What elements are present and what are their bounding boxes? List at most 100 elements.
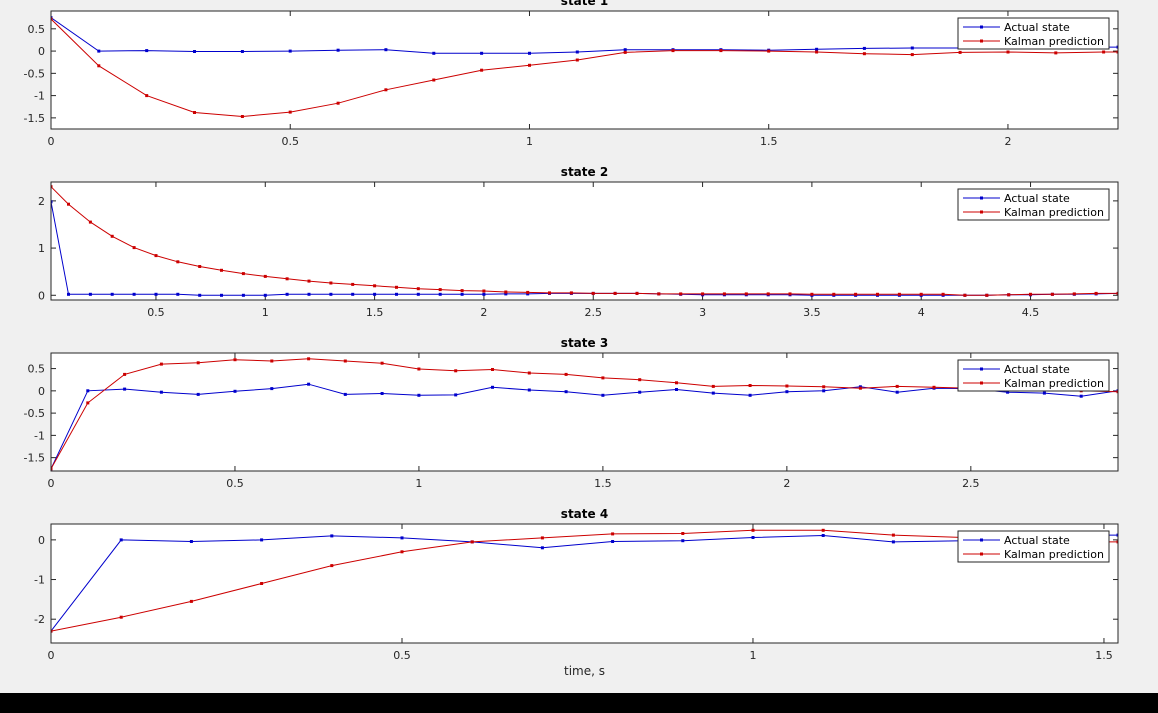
subplot-title: state 4 xyxy=(561,507,608,521)
data-point xyxy=(932,385,936,389)
legend-marker xyxy=(980,538,983,542)
data-point xyxy=(196,361,200,365)
data-point xyxy=(123,387,127,391)
x-tick-label: 1 xyxy=(526,135,533,148)
y-tick-label: 2 xyxy=(38,195,45,208)
data-point xyxy=(400,536,404,540)
legend-marker xyxy=(980,210,983,214)
x-tick-label: 1.5 xyxy=(594,477,612,490)
data-point xyxy=(198,293,202,297)
data-point xyxy=(575,58,579,62)
x-tick-label: 0.5 xyxy=(281,135,299,148)
legend-entry-actual-state: Actual state xyxy=(963,534,1070,547)
figure: 0 0.5 1 1.5 2 0.5 0 -0.5 -1 -1.5 state 1 Actual sta… xyxy=(0,0,1158,693)
data-point xyxy=(891,533,895,537)
data-point xyxy=(1007,293,1011,297)
x-tick-label: 2 xyxy=(783,477,790,490)
data-point xyxy=(416,292,420,296)
data-point xyxy=(1042,391,1046,395)
figure-canvas: 0 0.5 1 1.5 2 0.5 0 -0.5 -1 -1.5 state 1 Actual sta… xyxy=(24,0,1119,678)
data-point xyxy=(260,582,264,585)
data-point xyxy=(132,292,136,296)
y-tick-label: 0 xyxy=(38,385,45,398)
axes-box xyxy=(50,352,1119,472)
data-point xyxy=(241,293,245,297)
data-point xyxy=(751,528,755,532)
data-point xyxy=(1079,394,1083,398)
data-point xyxy=(941,292,945,296)
legend-entry-kalman-prediction: Kalman prediction xyxy=(963,206,1104,219)
data-point xyxy=(854,292,858,296)
data-point xyxy=(564,390,568,394)
data-point xyxy=(526,290,530,294)
data-point xyxy=(119,538,123,542)
data-point xyxy=(785,384,789,388)
y-tick-label: 1 xyxy=(38,242,45,255)
y-tick-label: -1 xyxy=(34,90,45,103)
axes-box xyxy=(50,10,1119,130)
data-point xyxy=(822,385,826,389)
x-tick-label: 1 xyxy=(415,477,422,490)
data-point xyxy=(491,385,494,389)
data-point xyxy=(748,384,752,387)
data-point xyxy=(288,110,292,114)
data-point xyxy=(380,392,384,395)
legend-label: Kalman prediction xyxy=(1004,206,1104,219)
subplot-title: state 1 xyxy=(561,0,608,8)
data-point xyxy=(897,292,901,296)
data-point xyxy=(767,49,771,53)
legend-label: Actual state xyxy=(1004,21,1070,34)
plot-area xyxy=(51,182,1118,300)
data-point xyxy=(958,50,962,54)
data-point xyxy=(233,358,237,362)
data-point xyxy=(919,292,923,296)
legend-box xyxy=(957,188,1110,221)
data-point xyxy=(51,629,53,633)
data-point xyxy=(263,274,267,278)
data-point xyxy=(336,101,340,105)
data-point xyxy=(86,389,90,393)
x-tick-label: 1.5 xyxy=(1095,649,1113,662)
y-tick-label: -1 xyxy=(34,574,45,587)
legend-marker xyxy=(980,367,983,371)
data-point xyxy=(460,292,464,296)
data-point xyxy=(329,292,333,296)
data-point xyxy=(482,289,486,293)
data-point xyxy=(821,534,825,537)
data-point xyxy=(1006,390,1010,394)
data-point xyxy=(330,534,334,538)
data-point xyxy=(635,291,639,295)
legend-label: Actual state xyxy=(1004,192,1070,205)
data-point xyxy=(189,599,193,603)
plot-area xyxy=(51,353,1118,471)
legend-entry-actual-state: Actual state xyxy=(963,363,1070,376)
data-point xyxy=(1116,540,1118,544)
data-point xyxy=(285,292,289,296)
data-point xyxy=(220,293,223,297)
data-point xyxy=(675,388,678,391)
legend-label: Kalman prediction xyxy=(1004,35,1104,48)
data-point xyxy=(343,359,347,363)
data-point xyxy=(1006,50,1010,54)
subplot-title: state 3 xyxy=(561,336,608,350)
data-point xyxy=(438,292,442,296)
data-point xyxy=(504,292,508,296)
data-point xyxy=(307,279,311,283)
data-point xyxy=(159,390,163,394)
data-point xyxy=(681,532,685,535)
data-point xyxy=(454,393,458,397)
y-tick-label: -0.5 xyxy=(24,407,45,420)
data-point xyxy=(432,51,436,55)
data-point xyxy=(1116,45,1118,49)
y-tick-label: 0.5 xyxy=(28,23,46,36)
data-point xyxy=(1094,291,1098,295)
data-point xyxy=(591,291,595,295)
data-point xyxy=(1116,291,1118,295)
legend-marker xyxy=(980,39,983,43)
x-tick-label: 2.5 xyxy=(584,306,602,319)
y-tick-label: -1.5 xyxy=(24,452,45,465)
data-point xyxy=(815,47,819,51)
data-point xyxy=(1116,533,1118,537)
data-point xyxy=(329,281,333,285)
